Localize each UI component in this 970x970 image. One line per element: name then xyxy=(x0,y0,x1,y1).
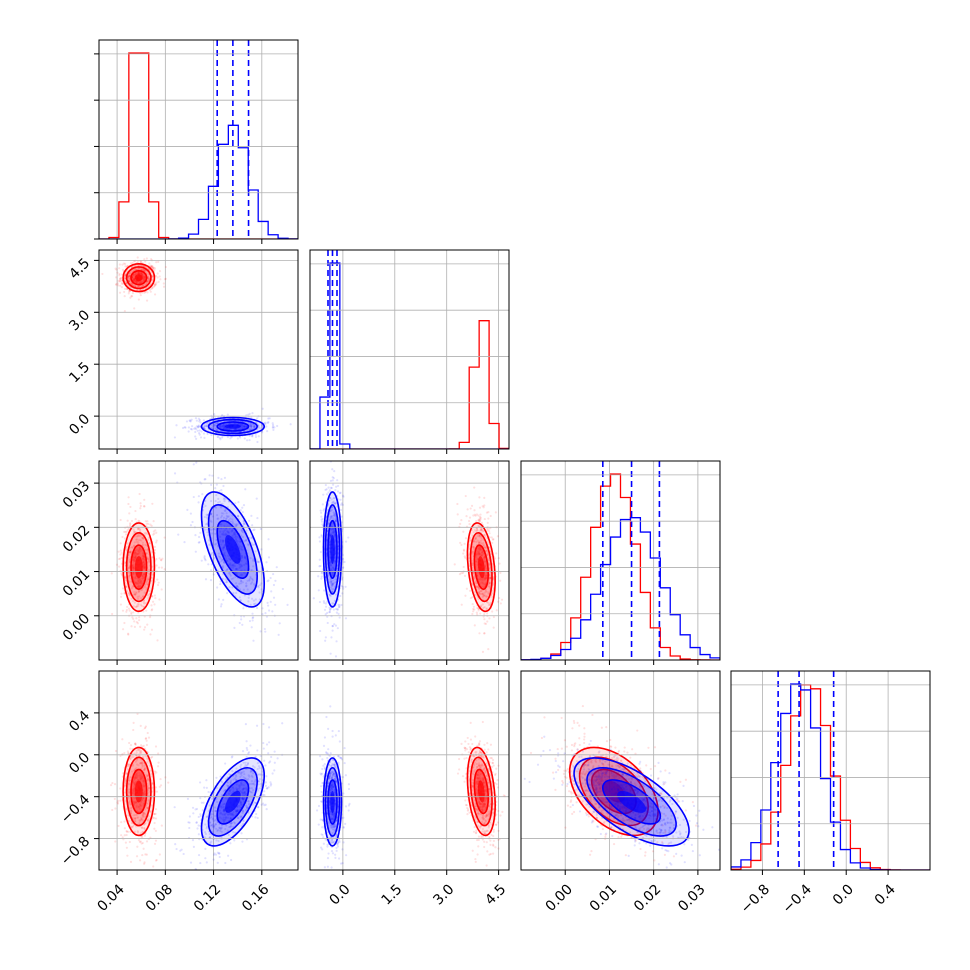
histogram-0 xyxy=(99,52,298,239)
panel-3-0 xyxy=(94,670,299,875)
x-tick-label: 0.00 xyxy=(543,881,576,914)
x-tick-label: 4.5 xyxy=(482,881,509,908)
histogram-1 xyxy=(521,517,720,660)
contour-1 xyxy=(225,424,241,429)
x-tick-label: −0.4 xyxy=(780,881,815,916)
y-tick-label: 0.0 xyxy=(66,411,93,438)
contour-1 xyxy=(330,790,335,813)
x-tick-label: −0.8 xyxy=(738,881,773,916)
y-tick-label: 4.5 xyxy=(66,255,93,282)
histogram-0 xyxy=(521,473,720,660)
panel-1-0 xyxy=(94,249,299,454)
contour-0 xyxy=(134,780,143,803)
panel-frame xyxy=(730,670,931,871)
panel-frame xyxy=(98,249,299,450)
x-tick-label: 0.03 xyxy=(675,881,708,914)
panel-2-1 xyxy=(309,460,510,665)
x-tick-label: 0.0 xyxy=(830,881,857,908)
panel-frame xyxy=(520,670,721,871)
y-tick-label: 0.02 xyxy=(60,522,93,555)
histogram-0 xyxy=(310,320,509,449)
y-tick-label: −0.4 xyxy=(58,792,93,827)
panel-frame xyxy=(309,249,510,450)
x-tick-label: 0.16 xyxy=(239,881,272,914)
y-tick-label: 0.01 xyxy=(60,567,93,600)
panel-2-0 xyxy=(94,460,299,665)
panel-3-3 xyxy=(730,670,931,875)
y-tick-label: 1.5 xyxy=(66,359,93,386)
x-tick-label: 1.5 xyxy=(378,881,405,908)
contour-0 xyxy=(134,556,143,579)
x-tick-label: 3.0 xyxy=(430,881,457,908)
panel-2-2 xyxy=(520,460,721,665)
histogram-1 xyxy=(731,683,930,870)
y-tick-label: 0.0 xyxy=(66,750,93,777)
y-tick-label: 0.00 xyxy=(60,611,93,644)
panel-3-1 xyxy=(309,670,510,875)
y-tick-label: −0.8 xyxy=(58,834,93,869)
panel-frame xyxy=(309,460,510,661)
contour-0 xyxy=(477,556,485,579)
panel-1-1 xyxy=(309,249,510,454)
panel-frame xyxy=(309,670,510,871)
x-tick-label: 0.0 xyxy=(327,881,354,908)
x-tick-label: 0.12 xyxy=(191,881,224,914)
panel-0-0 xyxy=(94,39,299,244)
x-tick-label: 0.08 xyxy=(143,881,176,914)
x-tick-label: 0.02 xyxy=(631,881,664,914)
y-tick-label: 3.0 xyxy=(66,307,93,334)
panel-frame xyxy=(98,670,299,871)
panel-3-2 xyxy=(520,670,721,875)
y-tick-label: 0.4 xyxy=(66,708,93,735)
contour-0 xyxy=(134,274,143,282)
panel-frame xyxy=(520,460,721,661)
histogram-1 xyxy=(310,262,509,449)
y-tick-label: 0.03 xyxy=(60,478,93,511)
contour-1 xyxy=(225,535,241,564)
histogram-1 xyxy=(99,124,298,239)
x-tick-label: 0.01 xyxy=(587,881,620,914)
panel-frame xyxy=(98,460,299,661)
x-tick-label: 0.04 xyxy=(94,881,127,914)
panel-frame xyxy=(98,39,299,240)
contour-1 xyxy=(330,535,335,564)
x-tick-label: 0.4 xyxy=(872,881,899,908)
